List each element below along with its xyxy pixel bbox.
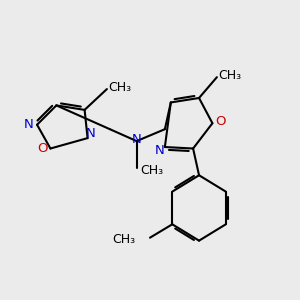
Text: CH₃: CH₃ xyxy=(112,233,135,246)
Text: O: O xyxy=(38,142,48,155)
Text: N: N xyxy=(86,127,95,140)
Text: N: N xyxy=(132,133,142,146)
Text: CH₃: CH₃ xyxy=(219,69,242,82)
Text: N: N xyxy=(154,143,164,157)
Text: CH₃: CH₃ xyxy=(140,164,163,177)
Text: N: N xyxy=(24,118,34,131)
Text: CH₃: CH₃ xyxy=(109,81,132,94)
Text: O: O xyxy=(215,115,226,128)
